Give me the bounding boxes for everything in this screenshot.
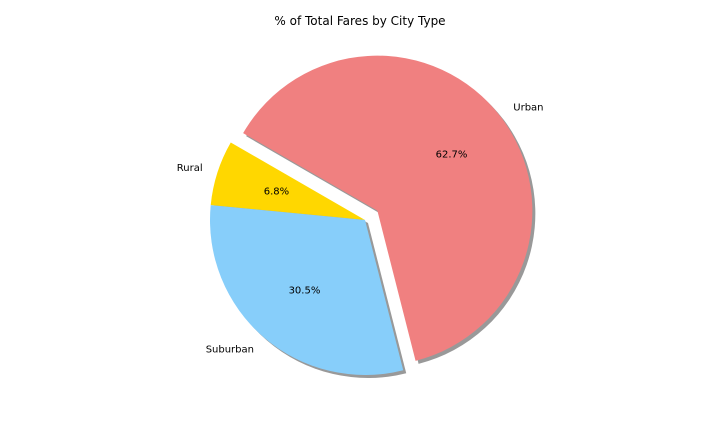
pct-label-rural: 6.8% <box>264 187 289 198</box>
pct-label-suburban: 30.5% <box>289 286 321 297</box>
chart-title: % of Total Fares by City Type <box>274 14 445 28</box>
labels: Rural 6.8% Suburban 30.5% Urban 62.7% <box>177 103 544 356</box>
slice-suburban <box>210 205 404 375</box>
slice-urban <box>243 55 533 361</box>
slice-label-rural: Rural <box>177 163 203 174</box>
pct-label-urban: 62.7% <box>436 149 468 160</box>
slice-label-suburban: Suburban <box>206 344 254 355</box>
slice-rural <box>210 142 365 220</box>
slices <box>210 55 533 375</box>
slice-label-urban: Urban <box>513 103 543 114</box>
